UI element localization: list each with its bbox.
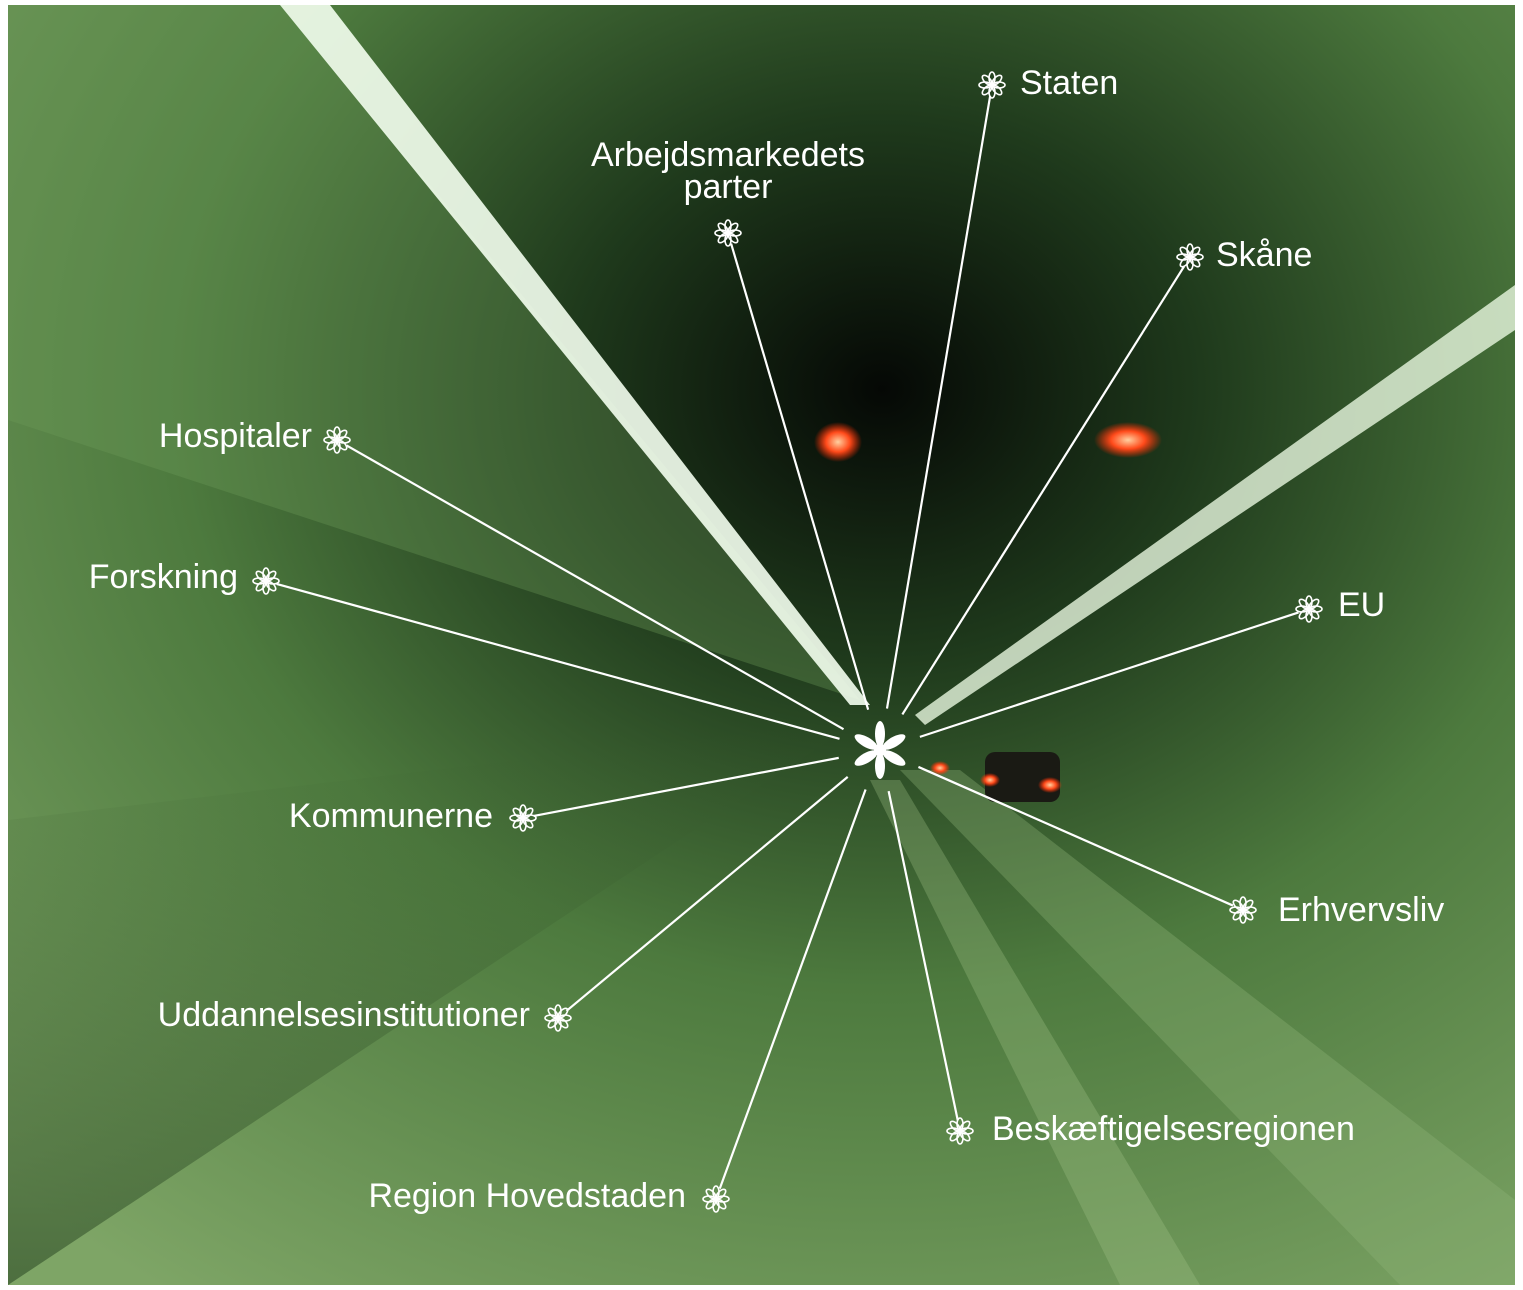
node-label: Staten <box>1020 64 1118 102</box>
node-label: EU <box>1338 586 1385 624</box>
node: Uddannelsesinstitutioner <box>158 996 571 1034</box>
node-label: Hospitaler <box>159 417 312 455</box>
node-label: Uddannelsesinstitutioner <box>158 996 530 1034</box>
node-label: Kommunerne <box>289 797 493 835</box>
node-label: Forskning <box>89 558 238 596</box>
node-label: Erhvervsliv <box>1278 891 1444 929</box>
node: Beskæftigelsesregionen <box>947 1110 1355 1148</box>
node-label: Region Hovedstaden <box>368 1177 686 1215</box>
node-label: Beskæftigelsesregionen <box>992 1110 1355 1148</box>
page: StatenArbejdsmarkedetsparterSkåneHospita… <box>0 0 1523 1290</box>
node: Region Hovedstaden <box>368 1177 729 1215</box>
diagram: StatenArbejdsmarkedetsparterSkåneHospita… <box>0 0 1523 1290</box>
node-label: Skåne <box>1216 236 1312 274</box>
node-label: parter <box>684 168 773 206</box>
